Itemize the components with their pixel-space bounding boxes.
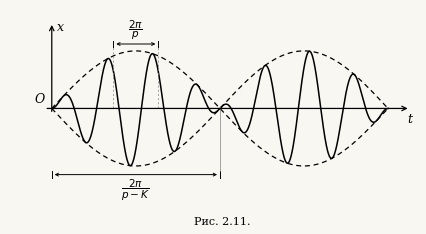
Text: $\dfrac{2\pi}{p}$: $\dfrac{2\pi}{p}$ <box>128 18 143 42</box>
Text: $\dfrac{2\pi}{p-K}$: $\dfrac{2\pi}{p-K}$ <box>121 178 150 203</box>
Text: x: x <box>57 21 64 34</box>
Text: Рис. 2.11.: Рис. 2.11. <box>193 217 250 227</box>
Text: O: O <box>34 93 44 106</box>
Text: t: t <box>407 113 412 126</box>
